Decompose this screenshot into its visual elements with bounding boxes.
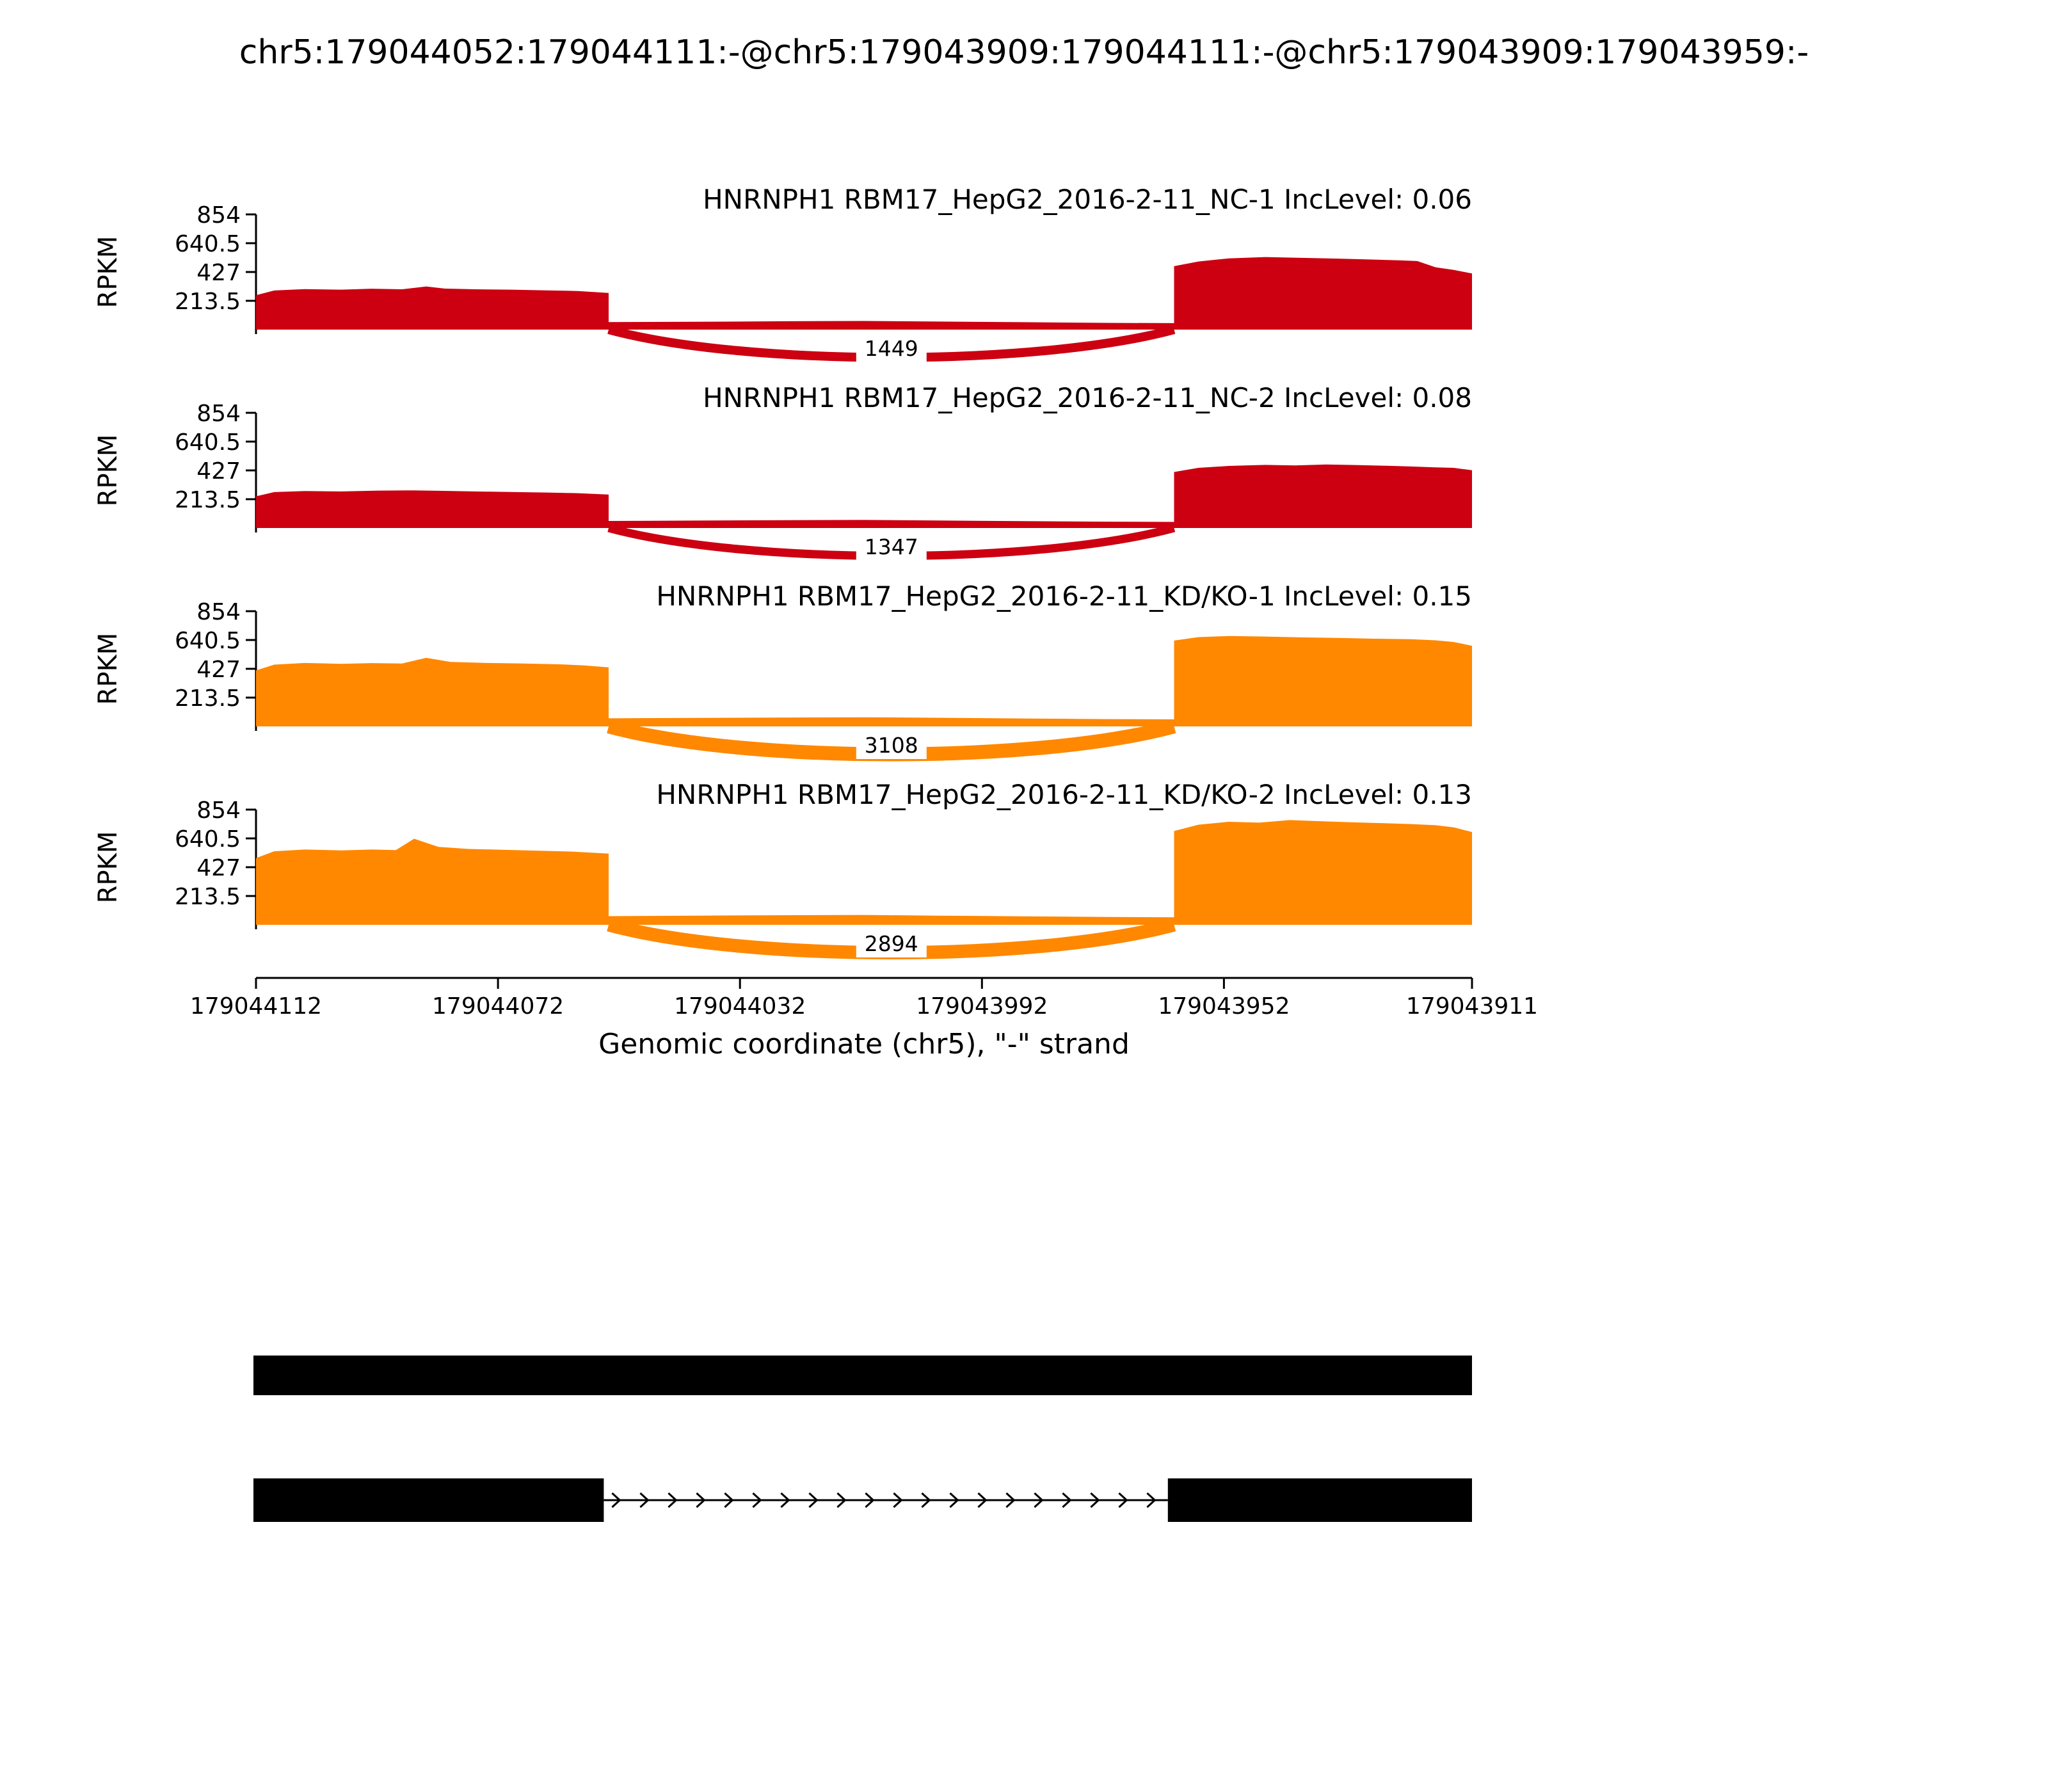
y-tick-854: 854 <box>196 599 241 625</box>
isoform-long-exon <box>253 1356 1472 1395</box>
coverage-area <box>256 257 1472 330</box>
junction-count-box <box>856 337 927 362</box>
y-tick-427: 427 <box>196 260 241 286</box>
x-axis: 179044112 179044072 179044032 179043992 … <box>190 977 1538 1060</box>
gene-model <box>253 1356 1472 1522</box>
y-tick-854: 854 <box>196 202 241 228</box>
x-tick-2: 179044032 <box>674 993 806 1020</box>
sashimi-track-nc-1: HNRNPH1 RBM17_HepG2_2016-2-11_NC-1 IncLe… <box>93 184 1472 362</box>
y-tick-213: 213.5 <box>175 685 241 712</box>
x-tick-4: 179043952 <box>1158 993 1290 1020</box>
junction-count-box <box>856 733 927 759</box>
y-axis-title: RPKM <box>93 633 123 705</box>
y-axis-title: RPKM <box>93 831 123 904</box>
junction-count: 2894 <box>865 931 918 956</box>
sashimi-track-kdko-1: HNRNPH1 RBM17_HepG2_2016-2-11_KD/KO-1 In… <box>93 580 1472 762</box>
coverage-area <box>256 636 1472 726</box>
y-axis <box>246 610 257 731</box>
sashimi-track-kdko-2: HNRNPH1 RBM17_HepG2_2016-2-11_KD/KO-2 In… <box>93 779 1472 959</box>
isoform-spliced <box>253 1478 1472 1522</box>
x-tick-0: 179044112 <box>190 993 322 1020</box>
plot-title: chr5:179044052:179044111:-@chr5:17904390… <box>239 33 1809 72</box>
y-tick-427: 427 <box>196 458 241 484</box>
exon-block <box>253 1356 1472 1395</box>
coverage-area <box>256 820 1472 925</box>
x-axis-line <box>255 977 1473 989</box>
y-axis-title: RPKM <box>93 435 123 507</box>
track-label: HNRNPH1 RBM17_HepG2_2016-2-11_KD/KO-2 In… <box>656 779 1472 810</box>
intron-line-with-strand-arrows <box>604 1492 1168 1508</box>
exon-block <box>1167 1478 1472 1522</box>
y-axis <box>246 213 257 334</box>
junction-count-box <box>856 535 927 561</box>
y-tick-213: 213.5 <box>175 487 241 513</box>
x-axis-title: Genomic coordinate (chr5), "-" strand <box>598 1028 1130 1060</box>
coverage-area <box>256 464 1472 528</box>
junction-count: 3108 <box>865 733 918 758</box>
y-tick-213: 213.5 <box>175 884 241 910</box>
x-tick-3: 179043992 <box>916 993 1048 1020</box>
y-tick-854: 854 <box>196 797 241 824</box>
y-tick-640: 640.5 <box>175 826 241 852</box>
y-axis <box>246 808 257 929</box>
track-label: HNRNPH1 RBM17_HepG2_2016-2-11_NC-1 IncLe… <box>703 184 1472 215</box>
exon-block <box>253 1478 604 1522</box>
y-axis-title: RPKM <box>93 236 123 308</box>
y-tick-640: 640.5 <box>175 628 241 654</box>
y-axis <box>246 412 257 532</box>
y-tick-640: 640.5 <box>175 429 241 456</box>
junction-count: 1449 <box>865 336 918 361</box>
y-tick-640: 640.5 <box>175 231 241 257</box>
y-tick-427: 427 <box>196 855 241 881</box>
y-tick-854: 854 <box>196 401 241 427</box>
sashimi-track-nc-2: HNRNPH1 RBM17_HepG2_2016-2-11_NC-2 IncLe… <box>93 382 1472 561</box>
x-tick-1: 179044072 <box>432 993 564 1020</box>
y-tick-427: 427 <box>196 657 241 683</box>
track-label: HNRNPH1 RBM17_HepG2_2016-2-11_KD/KO-1 In… <box>656 580 1472 612</box>
junction-count-box <box>856 932 927 957</box>
track-label: HNRNPH1 RBM17_HepG2_2016-2-11_NC-2 IncLe… <box>703 382 1472 413</box>
junction-count: 1347 <box>865 534 918 559</box>
x-tick-5: 179043911 <box>1406 993 1538 1020</box>
y-tick-213: 213.5 <box>175 289 241 315</box>
